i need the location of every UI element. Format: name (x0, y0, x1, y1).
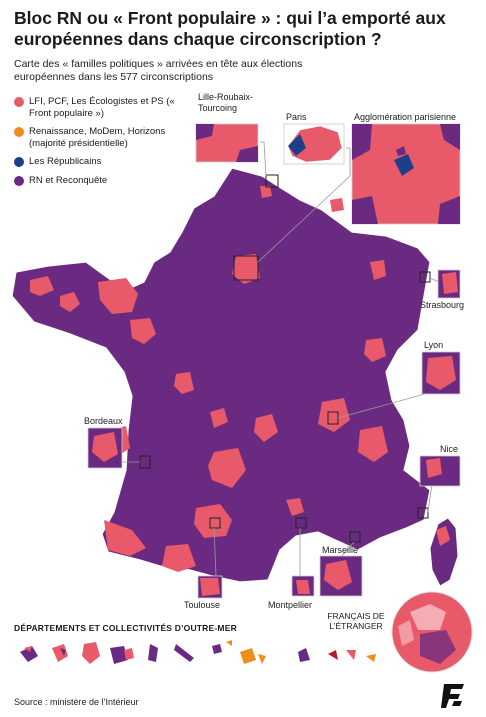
inset-lille (195, 123, 259, 163)
page-title: Bloc RN ou « Front populaire » : qui l’a… (14, 8, 446, 49)
corsica (429, 517, 459, 587)
inset-lyon (421, 351, 461, 395)
label-montpellier: Montpellier (268, 600, 313, 610)
inset-toulouse (197, 575, 223, 599)
legend-item-majorite: Renaissance, MoDem, Horizons (majorité p… (14, 126, 194, 149)
legend-swatch-rn (14, 175, 24, 186)
legend-label-front-populaire: LFI, PCF, Les Écologistes et PS (« Front… (29, 96, 175, 119)
inset-marseille (319, 555, 363, 597)
legend-swatch-front-populaire (14, 97, 24, 107)
legend-label-rn: RN et Reconquête (29, 174, 108, 186)
inset-nice (419, 455, 461, 487)
outre-mer-territories (20, 640, 376, 664)
page-subtitle: Carte des « familles politiques » arrivé… (14, 58, 303, 83)
label-bordeaux: Bordeaux (84, 416, 123, 426)
label-toulouse: Toulouse (184, 600, 221, 610)
inset-agglo (351, 123, 461, 225)
legend-item-republicains: Les Républicains (14, 156, 194, 168)
outre-mer-title: DÉPARTEMENTS ET COLLECTIVITÉS D’OUTRE-ME… (14, 623, 237, 633)
inset-strasbourg (437, 269, 461, 299)
inset-montpellier (291, 575, 315, 597)
label-marseille: Marseille (322, 545, 359, 555)
inset-paris (283, 123, 345, 165)
legend-label-republicains: Les Républicains (29, 156, 102, 167)
legend-label-majorite: Renaissance, MoDem, Horizons (majorité p… (29, 126, 166, 149)
label-lille: Lille-Roubaix-Tourcoing (198, 92, 254, 113)
label-lyon: Lyon (424, 340, 444, 350)
legend-swatch-republicains (14, 157, 24, 167)
globe-francais-etranger (391, 591, 473, 673)
le-figaro-logo (441, 684, 464, 708)
label-agglo: Agglomération parisienne (354, 112, 457, 122)
label-nice: Nice (440, 444, 459, 454)
legend-item-rn: RN et Reconquête (14, 175, 194, 187)
legend-swatch-majorite (14, 127, 24, 137)
label-paris: Paris (286, 112, 307, 122)
etranger-label: FRANÇAIS DE L’ÉTRANGER (327, 611, 385, 631)
inset-bordeaux (87, 427, 123, 469)
legend: LFI, PCF, Les Écologistes et PS (« Front… (14, 96, 194, 193)
mainland-france (11, 167, 431, 583)
legend-item-front-populaire: LFI, PCF, Les Écologistes et PS (« Front… (14, 96, 194, 119)
source-note: Source : ministère de l’Intérieur (14, 697, 139, 707)
label-strasbourg: Strasbourg (420, 300, 465, 310)
